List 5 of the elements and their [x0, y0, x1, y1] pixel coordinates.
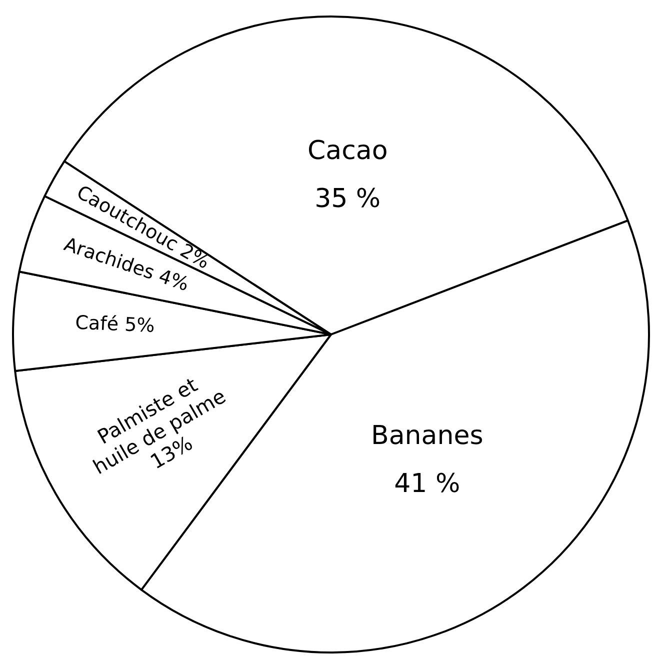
- slice-label: Café 5%: [74, 312, 156, 338]
- data-label: 35 %: [314, 184, 381, 214]
- slice-label: Cacao: [308, 136, 388, 166]
- data-label: 41 %: [394, 468, 460, 499]
- slice-label: Bananes: [371, 420, 484, 451]
